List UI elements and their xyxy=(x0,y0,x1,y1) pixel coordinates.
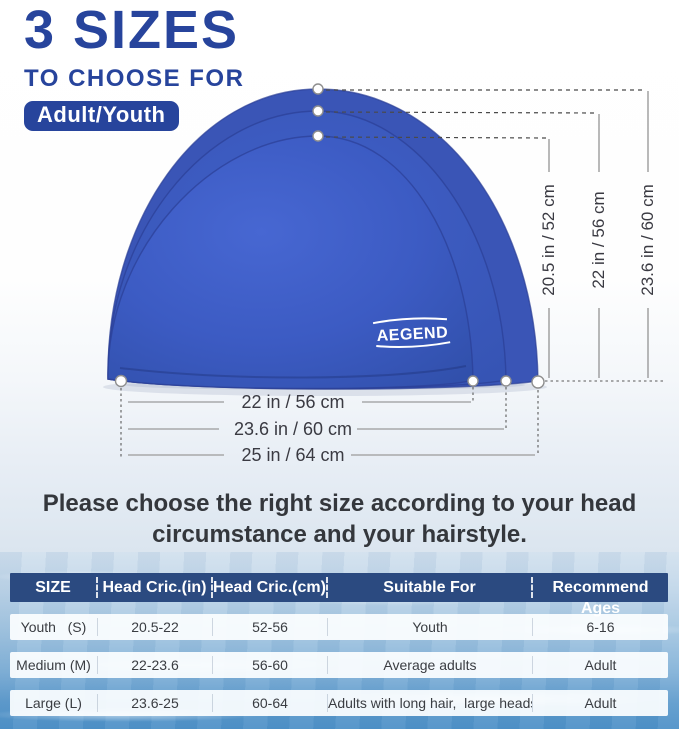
cap-rim-crease xyxy=(119,365,467,379)
header-recommend-ages: Recommend Ages xyxy=(552,579,649,617)
table-row-youth: Youth (S) 20.5-22 52-56 Youth 6-16 xyxy=(10,614,668,640)
apex-leader-lines xyxy=(325,89,645,139)
logo-top-line xyxy=(372,317,448,325)
vertical-measure-lines xyxy=(548,91,649,378)
cell-size: Youth (S) xyxy=(10,618,98,636)
dotted-guide-lines xyxy=(120,380,663,458)
cell-suitable: Average adults xyxy=(328,656,533,674)
cell-head-cm: 60-64 xyxy=(213,694,328,712)
brand-logo: AEGEND xyxy=(372,317,451,348)
note-section: Please choose the right size according t… xyxy=(0,488,679,550)
cell-size: Large (L) xyxy=(10,694,98,712)
page-subtitle: TO CHOOSE FOR xyxy=(24,65,245,92)
measure-label-medium: 22 in / 56 cm xyxy=(589,191,608,288)
bottom-dot-left xyxy=(114,374,128,388)
size-diagram: AEGEND 20.5 in / 52 cm 22 in / 56 cm 23.… xyxy=(103,83,663,465)
header-suitable-for: Suitable For xyxy=(328,577,533,598)
leader-line-medium xyxy=(325,111,597,114)
cell-head-cm: 56-60 xyxy=(213,656,328,674)
cell-head-cm: 52-56 xyxy=(213,618,328,636)
width-label-small: 22 in / 56 cm xyxy=(241,392,344,412)
cell-suitable: Youth xyxy=(328,618,533,636)
vertical-measure-labels: 20.5 in / 52 cm 22 in / 56 cm 23.6 in / … xyxy=(539,184,657,296)
logo-bottom-line xyxy=(376,341,451,348)
page-title: 3 SIZES xyxy=(24,0,240,60)
header-head-cric-cm: Head Cric.(cm) xyxy=(213,577,328,598)
audience-badge: Adult/Youth xyxy=(24,101,179,131)
cell-suitable: Adults with long hair, large heads xyxy=(328,694,533,712)
marker-dots xyxy=(114,83,545,389)
cap-small xyxy=(107,135,474,390)
size-table: SIZE Head Cric.(in) Head Cric.(cm) Suita… xyxy=(10,573,668,716)
measure-label-large: 23.6 in / 60 cm xyxy=(638,184,657,296)
apex-dot-large xyxy=(312,83,324,95)
header-size: SIZE xyxy=(10,577,98,598)
cell-ages: 6-16 xyxy=(586,619,615,635)
logo-text: AEGEND xyxy=(376,324,448,345)
header-head-cric-in: Head Cric.(in) xyxy=(98,577,213,598)
header-block: 3 SIZES TO CHOOSE FOR Adult/Youth xyxy=(24,0,244,131)
cell-ages: Adult xyxy=(584,657,617,673)
width-label-large: 25 in / 64 cm xyxy=(241,445,344,465)
horizontal-measure-labels: 22 in / 56 cm 23.6 in / 60 cm 25 in / 64… xyxy=(234,392,352,465)
cell-head-in: 20.5-22 xyxy=(98,618,213,636)
measure-label-small: 20.5 in / 52 cm xyxy=(539,184,558,296)
horizontal-measure-lines xyxy=(128,401,535,456)
apex-dot-medium xyxy=(312,105,324,117)
cell-ages: Adult xyxy=(584,695,617,711)
table-row-medium: Medium (M) 22-23.6 56-60 Average adults … xyxy=(10,652,668,678)
cell-size: Medium (M) xyxy=(10,656,98,674)
cell-head-in: 22-23.6 xyxy=(98,656,213,674)
size-advice-note: Please choose the right size according t… xyxy=(42,490,637,548)
bottom-dot-small xyxy=(467,375,479,387)
bottom-dot-medium xyxy=(500,375,512,387)
apex-dot-small xyxy=(312,130,324,142)
table-header-row: SIZE Head Cric.(in) Head Cric.(cm) Suita… xyxy=(10,573,668,617)
width-label-medium: 23.6 in / 60 cm xyxy=(234,419,352,439)
swim-caps xyxy=(107,88,539,390)
bottom-dot-large xyxy=(531,375,545,389)
table-row-large: Large (L) 23.6-25 60-64 Adults with long… xyxy=(10,690,668,716)
cell-head-in: 23.6-25 xyxy=(98,694,213,712)
